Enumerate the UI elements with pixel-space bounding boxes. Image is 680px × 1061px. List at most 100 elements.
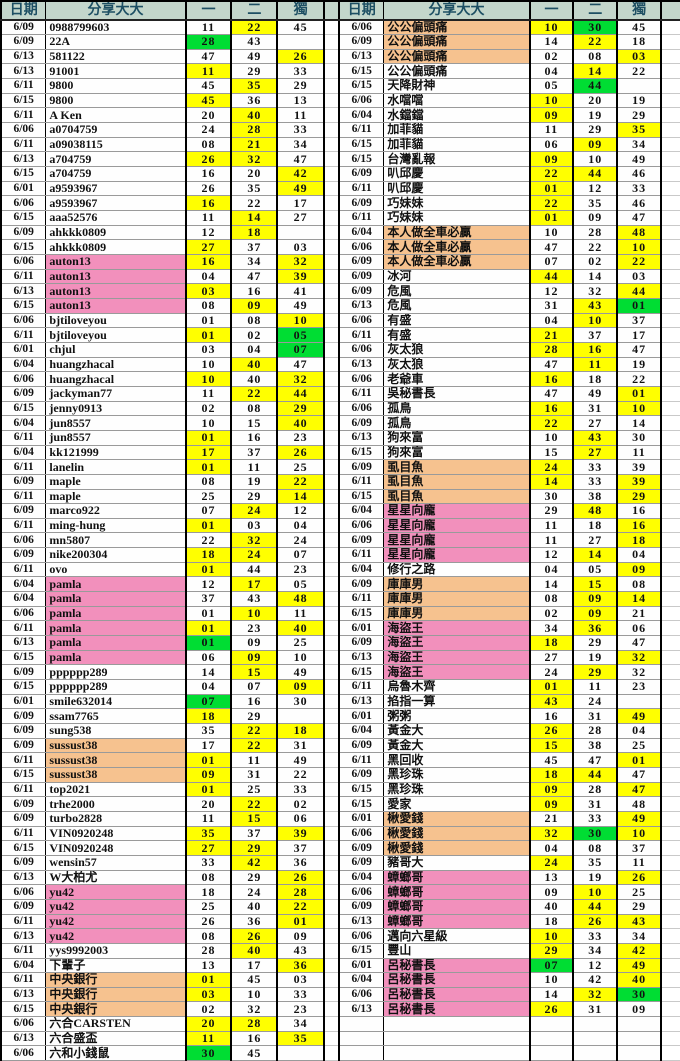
date-cell[interactable]: 6/13 xyxy=(0,635,47,651)
num-cell-2[interactable]: 35 xyxy=(231,78,279,94)
num-cell-1[interactable]: 02 xyxy=(529,49,575,65)
num-cell-1[interactable]: 09 xyxy=(529,884,575,900)
sharer-cell[interactable]: 海盜王 xyxy=(383,664,531,681)
sharer-cell[interactable]: W大柏尤 xyxy=(45,870,187,886)
num-cell-3[interactable]: 37 xyxy=(277,840,326,856)
num-cell-3[interactable]: 02 xyxy=(277,796,326,812)
num-cell-2[interactable]: 38 xyxy=(573,489,619,505)
num-cell-2[interactable]: 44 xyxy=(231,562,279,578)
sharer-cell[interactable]: 加菲貓 xyxy=(383,137,531,153)
date-cell[interactable]: 6/15 xyxy=(0,298,47,314)
num-cell-1[interactable]: 47 xyxy=(185,49,233,65)
num-cell-1[interactable]: 04 xyxy=(185,269,233,285)
num-cell-1[interactable]: 09 xyxy=(529,107,575,124)
num-cell-1[interactable]: 01 xyxy=(185,972,233,988)
num-cell-3[interactable]: 34 xyxy=(277,1016,326,1032)
num-cell-3[interactable]: 26 xyxy=(277,870,326,886)
num-cell-2[interactable]: 49 xyxy=(573,386,619,402)
sharer-cell[interactable]: 庫庫男 xyxy=(383,606,531,622)
num-cell-1[interactable]: 07 xyxy=(185,503,233,519)
date-cell[interactable]: 6/11 xyxy=(0,752,47,768)
sharer-cell[interactable]: trhe2000 xyxy=(45,796,187,812)
sharer-cell[interactable]: 星星向龐 xyxy=(383,532,531,549)
num-cell-1[interactable]: 05 xyxy=(529,78,575,94)
date-cell[interactable]: 6/04 xyxy=(0,958,47,974)
num-cell-2[interactable]: 44 xyxy=(573,166,619,182)
num-cell-1[interactable]: 22 xyxy=(529,415,575,431)
sharer-cell[interactable]: pppppp289 xyxy=(45,679,187,695)
num-cell-1[interactable]: 27 xyxy=(529,650,575,666)
num-cell-1[interactable]: 24 xyxy=(529,664,575,681)
sharer-cell[interactable]: 虱目魚 xyxy=(383,474,531,490)
num-cell-2[interactable]: 32 xyxy=(231,151,279,168)
sharer-cell[interactable]: a704759 xyxy=(45,151,187,168)
date-cell[interactable]: 6/11 xyxy=(0,489,47,505)
num-cell-3[interactable]: 07 xyxy=(277,547,326,563)
num-cell-1[interactable]: 17 xyxy=(185,738,233,754)
num-cell-2[interactable]: 09 xyxy=(231,298,279,314)
num-cell-1[interactable]: 14 xyxy=(529,474,575,490)
num-cell-1[interactable]: 11 xyxy=(529,122,575,138)
sharer-cell[interactable]: 虱目魚 xyxy=(383,489,531,505)
num-cell-1[interactable]: 22 xyxy=(185,532,233,549)
sharer-cell[interactable]: auton13 xyxy=(45,298,187,314)
date-cell[interactable]: 6/09 xyxy=(338,34,385,50)
num-cell-1[interactable]: 32 xyxy=(529,826,575,842)
date-cell[interactable]: 6/15 xyxy=(338,63,385,80)
num-cell-3[interactable]: 06 xyxy=(617,620,663,637)
num-cell-1[interactable]: 01 xyxy=(185,620,233,637)
num-cell-1[interactable]: 34 xyxy=(529,620,575,637)
date-cell[interactable]: 6/15 xyxy=(338,151,385,168)
date-cell[interactable]: 6/15 xyxy=(0,401,47,417)
date-cell[interactable]: 6/01 xyxy=(338,811,385,827)
num-cell-2[interactable]: 24 xyxy=(231,884,279,900)
date-cell[interactable]: 6/15 xyxy=(338,445,385,461)
date-cell[interactable]: 6/13 xyxy=(0,1031,47,1047)
num-cell-1[interactable]: 04 xyxy=(529,562,575,578)
sharer-cell[interactable]: A Ken xyxy=(45,107,187,124)
date-cell[interactable]: 6/11 xyxy=(338,474,385,490)
num-cell-3[interactable]: 11 xyxy=(617,855,663,871)
sharer-cell[interactable]: 台灣亂報 xyxy=(383,151,531,168)
num-cell-2[interactable]: 05 xyxy=(573,562,619,578)
sharer-cell[interactable]: 9800 xyxy=(45,78,187,94)
num-cell-2[interactable]: 11 xyxy=(231,459,279,475)
date-cell[interactable]: 6/11 xyxy=(0,620,47,637)
date-cell[interactable]: 6/04 xyxy=(338,562,385,578)
num-cell-2[interactable]: 21 xyxy=(231,137,279,153)
num-cell-1[interactable]: 24 xyxy=(185,122,233,138)
date-cell[interactable]: 6/09 xyxy=(338,855,385,871)
sharer-cell[interactable]: 星星向龐 xyxy=(383,518,531,534)
sharer-cell[interactable]: 呂秘書長 xyxy=(383,987,531,1003)
num-cell-1[interactable]: 30 xyxy=(529,489,575,505)
sharer-cell[interactable]: 有盛 xyxy=(383,327,531,343)
date-cell[interactable]: 6/11 xyxy=(0,972,47,988)
sharer-cell[interactable]: 9800 xyxy=(45,93,187,109)
num-cell-2[interactable]: 15 xyxy=(231,415,279,431)
num-cell-3[interactable]: 33 xyxy=(277,782,326,798)
num-cell-1[interactable]: 26 xyxy=(185,914,233,930)
num-cell-2[interactable]: 19 xyxy=(573,107,619,124)
sharer-cell[interactable]: 91001 xyxy=(45,63,187,80)
date-cell[interactable]: 6/06 xyxy=(0,532,47,549)
num-cell-3[interactable]: 43 xyxy=(277,943,326,959)
sharer-cell[interactable]: 愛家 xyxy=(383,796,531,812)
num-cell-3[interactable]: 40 xyxy=(277,415,326,431)
num-cell-3[interactable]: 49 xyxy=(277,752,326,768)
sharer-cell[interactable]: VIN0920248 xyxy=(45,840,187,856)
num-cell-1[interactable]: 15 xyxy=(529,445,575,461)
date-cell[interactable]: 6/06 xyxy=(0,1016,47,1032)
date-cell[interactable]: 6/11 xyxy=(0,826,47,842)
num-cell-2[interactable]: 10 xyxy=(231,987,279,1003)
num-cell-1[interactable]: 14 xyxy=(529,34,575,50)
date-cell[interactable]: 6/04 xyxy=(338,870,385,886)
num-cell-2[interactable]: 32 xyxy=(231,1001,279,1018)
num-cell-2[interactable]: 40 xyxy=(231,943,279,959)
sharer-cell[interactable]: 黃金大 xyxy=(383,723,531,739)
date-cell[interactable]: 6/01 xyxy=(338,958,385,974)
num-cell-1[interactable]: 08 xyxy=(185,474,233,490)
date-cell[interactable]: 6/15 xyxy=(0,1001,47,1018)
num-cell-2[interactable]: 16 xyxy=(573,342,619,358)
date-cell[interactable]: 6/15 xyxy=(338,796,385,812)
num-cell-3[interactable]: 03 xyxy=(617,269,663,285)
